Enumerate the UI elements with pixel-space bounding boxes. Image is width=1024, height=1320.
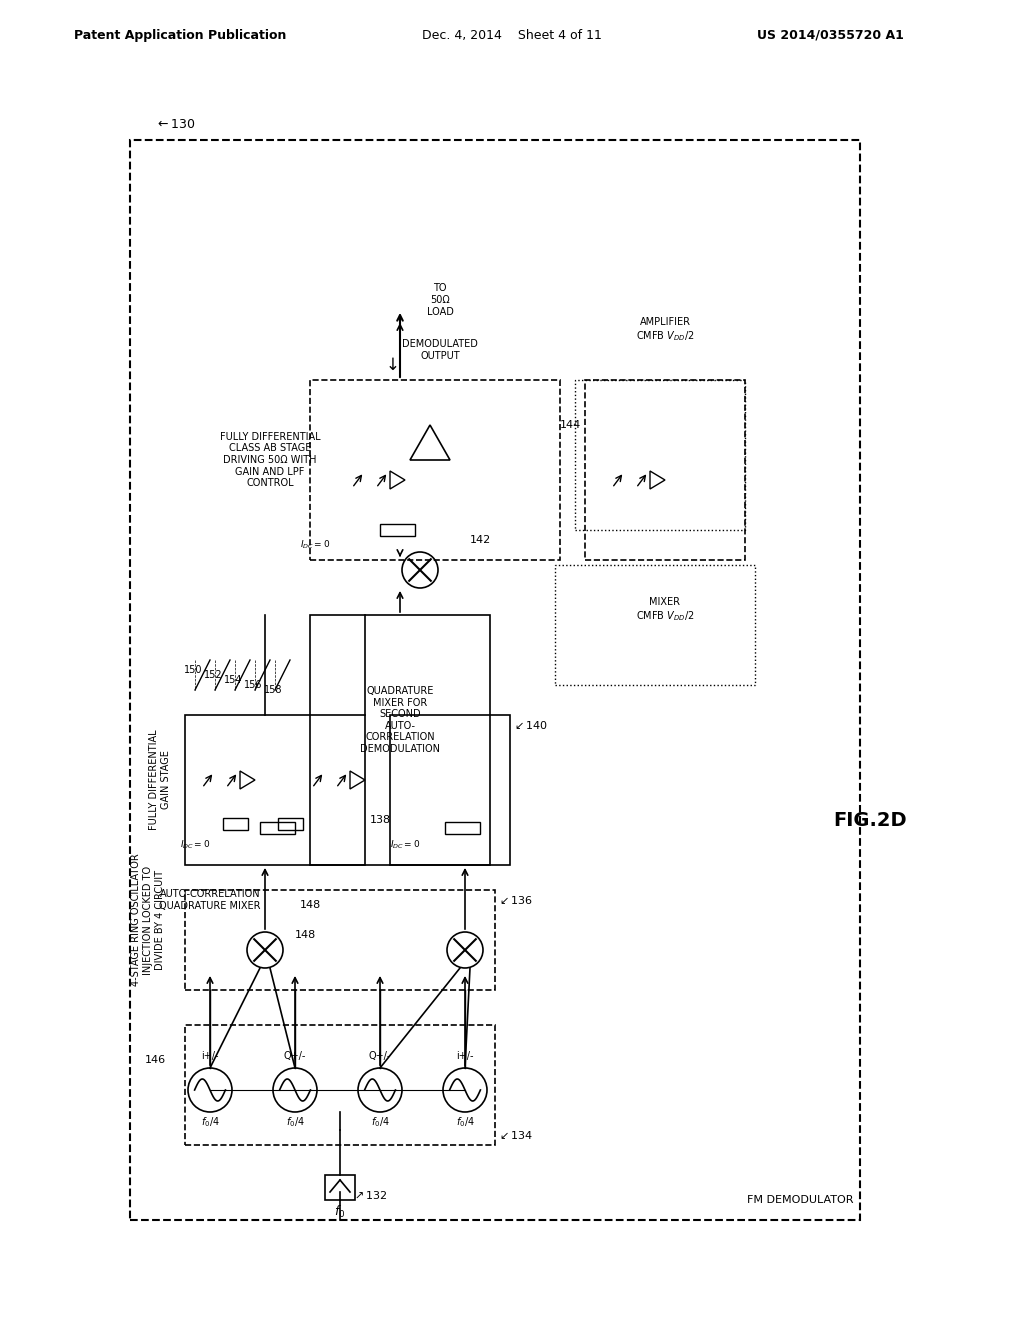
Circle shape bbox=[443, 1068, 487, 1111]
Text: TO
50Ω
LOAD: TO 50Ω LOAD bbox=[427, 284, 454, 317]
Text: $\leftarrow$130: $\leftarrow$130 bbox=[155, 119, 196, 132]
Text: $\nearrow$132: $\nearrow$132 bbox=[352, 1189, 388, 1201]
Circle shape bbox=[188, 1068, 232, 1111]
Bar bbox=[223, 818, 248, 830]
Polygon shape bbox=[390, 471, 406, 488]
Text: i+/-: i+/- bbox=[457, 1051, 474, 1061]
Text: $\downarrow$: $\downarrow$ bbox=[382, 356, 398, 374]
Text: $f_0/4$: $f_0/4$ bbox=[286, 1115, 304, 1129]
Text: 152: 152 bbox=[204, 671, 222, 680]
Bar bbox=[185, 715, 365, 865]
Bar bbox=[445, 822, 480, 834]
Bar bbox=[555, 565, 755, 685]
Circle shape bbox=[358, 1068, 402, 1111]
Circle shape bbox=[273, 1068, 317, 1111]
Text: QUADRATURE
MIXER FOR
SECOND
AUTO-
CORRELATION
DEMODULATION: QUADRATURE MIXER FOR SECOND AUTO- CORREL… bbox=[360, 686, 440, 754]
Text: $\swarrow$140: $\swarrow$140 bbox=[512, 719, 548, 731]
Text: i+/-: i+/- bbox=[202, 1051, 219, 1061]
Text: 146: 146 bbox=[144, 1055, 166, 1065]
Text: 142: 142 bbox=[469, 535, 490, 545]
Polygon shape bbox=[240, 771, 255, 789]
Text: FULLY DIFFERENTIAL
CLASS AB STAGE
DRIVING 50Ω WITH
GAIN AND LPF
CONTROL: FULLY DIFFERENTIAL CLASS AB STAGE DRIVIN… bbox=[220, 432, 321, 488]
Text: AUTO-CORRELATION
QUADRATURE MIXER: AUTO-CORRELATION QUADRATURE MIXER bbox=[160, 890, 261, 911]
Text: FM DEMODULATOR: FM DEMODULATOR bbox=[746, 1195, 853, 1205]
Text: 154: 154 bbox=[224, 675, 243, 685]
Text: $f_0$: $f_0$ bbox=[334, 1204, 346, 1220]
Circle shape bbox=[402, 552, 438, 587]
Text: 138: 138 bbox=[370, 814, 390, 825]
Text: $f_0/4$: $f_0/4$ bbox=[201, 1115, 219, 1129]
Bar bbox=[585, 380, 745, 560]
Text: AMPLIFIER
CMFB $V_{DD}$/2: AMPLIFIER CMFB $V_{DD}$/2 bbox=[636, 317, 694, 343]
Bar bbox=[380, 524, 415, 536]
Text: 150: 150 bbox=[183, 665, 203, 675]
Bar bbox=[130, 140, 860, 1220]
Text: $f_0/4$: $f_0/4$ bbox=[371, 1115, 389, 1129]
Text: $f_0/4$: $f_0/4$ bbox=[456, 1115, 474, 1129]
Bar bbox=[310, 380, 560, 560]
Bar bbox=[575, 380, 745, 531]
Polygon shape bbox=[410, 425, 450, 459]
Bar bbox=[185, 890, 495, 990]
Text: 158: 158 bbox=[264, 685, 283, 696]
Text: $I_{DC}=0$: $I_{DC}=0$ bbox=[300, 539, 330, 552]
Bar bbox=[390, 715, 510, 865]
Text: $\swarrow$134: $\swarrow$134 bbox=[497, 1129, 534, 1140]
Text: 156: 156 bbox=[244, 680, 262, 690]
Text: FULLY DIFFERENTIAL
GAIN STAGE: FULLY DIFFERENTIAL GAIN STAGE bbox=[150, 730, 171, 830]
Bar bbox=[260, 822, 295, 834]
Text: MIXER
CMFB $V_{DD}$/2: MIXER CMFB $V_{DD}$/2 bbox=[636, 597, 694, 623]
Text: Q+/-: Q+/- bbox=[369, 1051, 391, 1061]
Text: Q+/-: Q+/- bbox=[284, 1051, 306, 1061]
Polygon shape bbox=[350, 771, 365, 789]
Circle shape bbox=[447, 932, 483, 968]
Circle shape bbox=[247, 932, 283, 968]
Text: $\swarrow$136: $\swarrow$136 bbox=[497, 894, 534, 906]
Polygon shape bbox=[650, 471, 665, 488]
Text: 148: 148 bbox=[299, 900, 321, 909]
Bar bbox=[185, 1026, 495, 1144]
Text: $I_{DC}=0$: $I_{DC}=0$ bbox=[390, 838, 420, 851]
Text: FIG.2D: FIG.2D bbox=[834, 810, 907, 829]
Bar bbox=[278, 818, 303, 830]
Text: Patent Application Publication: Patent Application Publication bbox=[74, 29, 286, 41]
Text: US 2014/0355720 A1: US 2014/0355720 A1 bbox=[757, 29, 903, 41]
Text: 4-STAGE RING OSCILLATOR
INJECTION LOCKED TO
DIVIDE BY 4 CIRCUIT: 4-STAGE RING OSCILLATOR INJECTION LOCKED… bbox=[131, 854, 165, 986]
Bar bbox=[310, 615, 490, 865]
Text: 148: 148 bbox=[294, 931, 315, 940]
Text: $I_{DC}=0$: $I_{DC}=0$ bbox=[180, 838, 210, 851]
Text: Dec. 4, 2014    Sheet 4 of 11: Dec. 4, 2014 Sheet 4 of 11 bbox=[422, 29, 602, 41]
Bar bbox=[325, 1175, 355, 1200]
Text: DEMODULATED
OUTPUT: DEMODULATED OUTPUT bbox=[402, 339, 478, 360]
Text: 144: 144 bbox=[559, 420, 581, 430]
